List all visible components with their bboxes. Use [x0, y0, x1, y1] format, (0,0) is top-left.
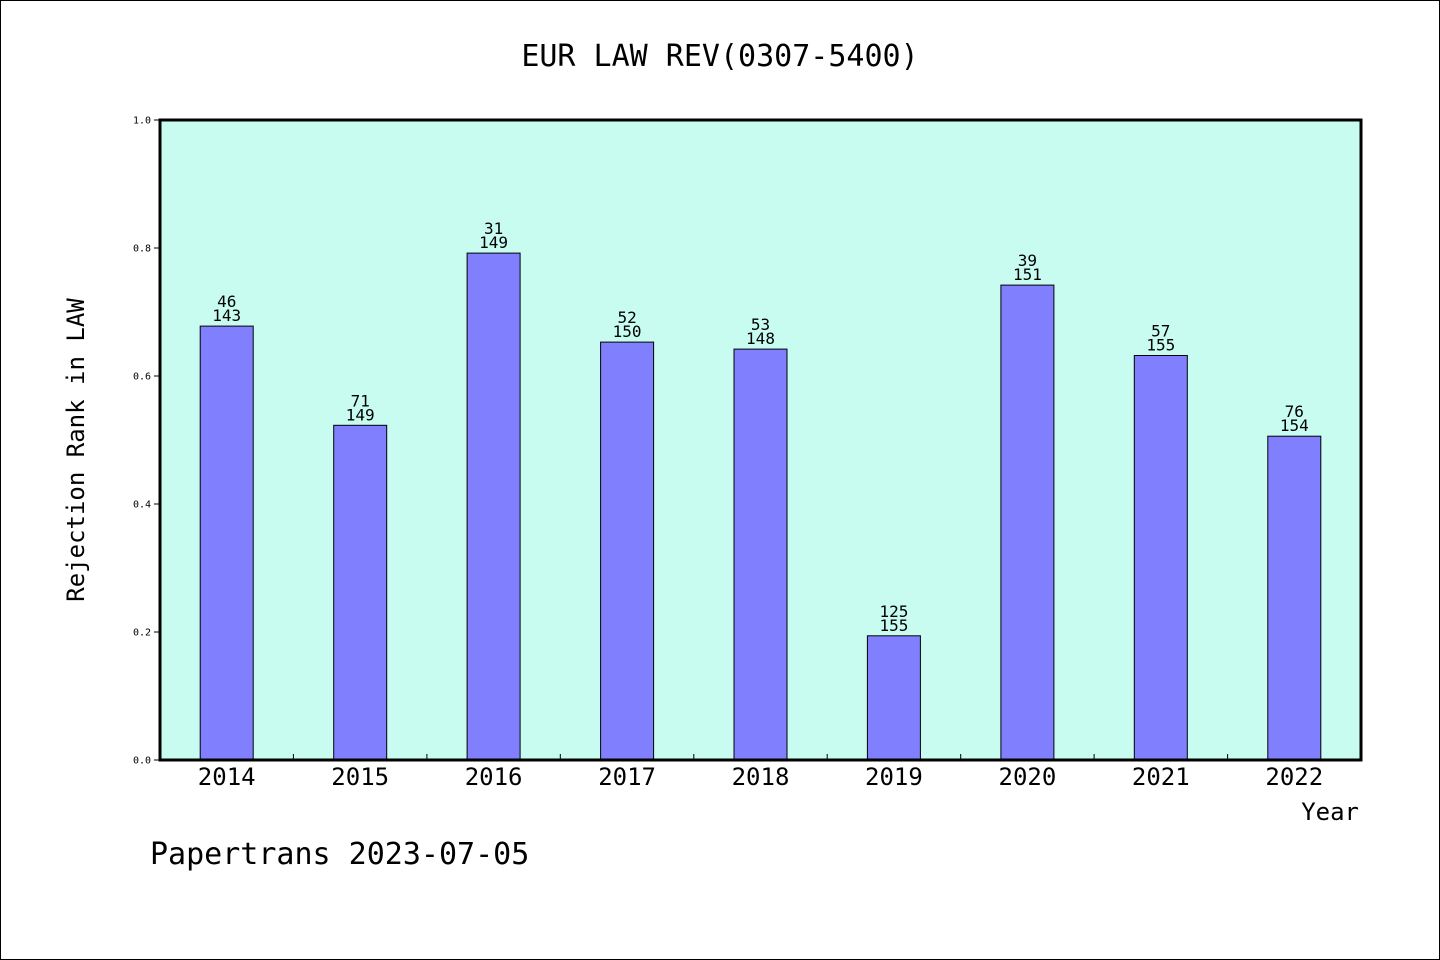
bar-label-top-2019: 125 — [879, 602, 908, 621]
chart-title: EUR LAW REV(0307-5400) — [521, 39, 918, 74]
bar-label-bottom-2017: 150 — [613, 322, 642, 341]
bar-label-bottom-2022: 154 — [1280, 416, 1309, 435]
bar-label-bottom-2021: 155 — [1146, 336, 1175, 355]
bar-2014 — [199, 325, 254, 761]
bar-2018 — [733, 348, 788, 761]
y-tick-label: 0.6 — [133, 372, 151, 383]
y-tick-label: 0.4 — [133, 500, 151, 511]
bar-2016 — [466, 252, 521, 761]
x-axis-ticks: 2014 2015 2016 2017 2018 2019 2020 2021 2022 — [198, 754, 1323, 791]
bar-label-top-2016: 31 — [484, 219, 503, 238]
y-tick-label: 0.0 — [133, 756, 151, 767]
footer-text: Papertrans 2023-07-05 — [150, 837, 529, 872]
bar-2019 — [866, 635, 921, 761]
bar-2020 — [1000, 284, 1055, 761]
x-tick-label-2021: 2021 — [1132, 763, 1190, 791]
x-tick-label-2015: 2015 — [331, 763, 389, 791]
x-axis-label: Year — [1301, 798, 1359, 826]
bar-2017 — [600, 341, 655, 761]
bar-label-top-2017: 52 — [617, 308, 636, 327]
x-tick-label-2022: 2022 — [1265, 763, 1323, 791]
bar-label-bottom-2016: 149 — [479, 233, 508, 252]
x-tick-label-2016: 2016 — [465, 763, 523, 791]
y-tick-label: 1.0 — [133, 116, 151, 127]
x-tick-label-2018: 2018 — [732, 763, 790, 791]
x-tick-label-2017: 2017 — [598, 763, 656, 791]
plot-border — [158, 118, 1363, 762]
bar-label-top-2020: 39 — [1018, 251, 1037, 270]
bar-label-top-2021: 57 — [1151, 322, 1170, 341]
bar-label-bottom-2019: 155 — [879, 616, 908, 635]
y-axis-label: Rejection Rank in LAW — [62, 298, 90, 602]
bar-label-top-2014: 46 — [217, 292, 236, 311]
bar-label-top-2015: 71 — [351, 391, 370, 410]
bar-label-bottom-2015: 149 — [346, 405, 375, 424]
y-tick-label: 0.2 — [133, 628, 151, 639]
bar-label-bottom-2020: 151 — [1013, 265, 1042, 284]
bar-2021 — [1133, 355, 1188, 761]
bar-label-top-2018: 53 — [751, 315, 770, 334]
x-tick-label-2014: 2014 — [198, 763, 256, 791]
y-axis-ticks: 0.0 0.2 0.4 0.6 0.8 1.0 — [133, 116, 160, 767]
bars-group — [199, 252, 1322, 761]
bar-label-bottom-2018: 148 — [746, 329, 775, 348]
x-tick-label-2019: 2019 — [865, 763, 923, 791]
bar-2022 — [1267, 435, 1322, 761]
bar-label-bottom-2014: 143 — [212, 306, 241, 325]
bar-label-top-2022: 76 — [1285, 402, 1304, 421]
y-tick-label: 0.8 — [133, 244, 151, 255]
bar-2015 — [333, 424, 388, 761]
x-tick-label-2020: 2020 — [999, 763, 1057, 791]
